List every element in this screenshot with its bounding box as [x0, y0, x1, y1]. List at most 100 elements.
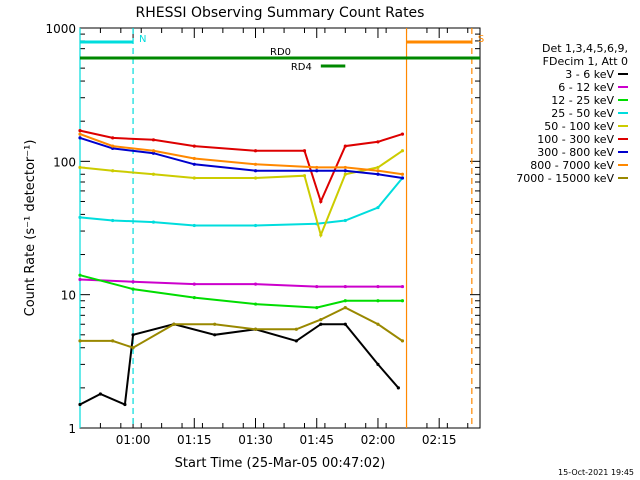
data-point	[78, 402, 82, 407]
data-point	[400, 132, 405, 136]
data-point	[172, 322, 176, 326]
data-point	[376, 299, 380, 303]
data-point	[213, 333, 217, 337]
data-point	[343, 284, 347, 289]
data-point	[315, 169, 319, 173]
x-tick-label: 01:30	[238, 433, 273, 447]
x-tick-label: 02:15	[422, 433, 457, 447]
data-point	[343, 144, 347, 148]
data-point	[111, 146, 115, 151]
data-point	[111, 339, 115, 343]
data-point	[400, 172, 405, 176]
data-point	[151, 151, 156, 155]
data-point	[131, 280, 135, 284]
data-point	[376, 284, 380, 289]
data-point	[343, 305, 347, 310]
legend-entry: 6 - 12 keV	[558, 81, 614, 94]
y-tick-label: 10	[61, 289, 76, 303]
data-point	[396, 386, 400, 390]
data-point	[78, 215, 82, 219]
data-point	[302, 174, 307, 178]
data-point	[253, 223, 258, 228]
data-point	[111, 144, 115, 148]
series-layer	[78, 129, 405, 407]
data-point	[192, 282, 196, 286]
x-tick-label: 02:00	[361, 433, 396, 447]
data-point	[192, 223, 196, 228]
data-point	[343, 322, 347, 326]
series-line	[80, 306, 403, 349]
series-line	[79, 323, 400, 406]
data-point	[319, 199, 323, 204]
data-point	[253, 302, 258, 306]
data-point	[343, 218, 347, 223]
y-axis-label: Count Rate (s⁻¹ detector⁻¹)	[23, 140, 38, 317]
decim-label: RD4	[291, 62, 312, 73]
data-point	[123, 402, 127, 407]
legend-entry: 25 - 50 keV	[551, 107, 614, 120]
data-point	[400, 284, 405, 289]
data-point	[78, 129, 82, 133]
legend-header: Det 1,3,4,5,6,9,	[542, 42, 628, 55]
data-point	[192, 296, 196, 300]
data-point	[319, 233, 323, 237]
data-point	[131, 333, 135, 337]
data-point	[111, 218, 115, 223]
data-point	[376, 172, 380, 176]
data-point	[78, 132, 82, 136]
data-point	[131, 346, 135, 350]
data-point	[376, 140, 380, 144]
data-point	[151, 172, 156, 176]
legend-entry: 7000 - 15000 keV	[516, 172, 614, 185]
x-tick-label: 01:00	[116, 433, 151, 447]
data-point	[111, 169, 115, 173]
data-point	[192, 162, 196, 166]
data-point	[400, 176, 405, 180]
data-point	[400, 149, 405, 153]
data-point	[253, 176, 258, 180]
data-point	[151, 138, 156, 142]
data-point	[315, 305, 319, 310]
y-tick-label: 1	[68, 422, 76, 436]
data-point	[78, 339, 82, 343]
legend-entry: 50 - 100 keV	[544, 120, 614, 133]
data-point	[376, 205, 380, 210]
data-point	[343, 172, 347, 176]
chart-title: RHESSI Observing Summary Count Rates	[136, 5, 425, 21]
data-point	[192, 156, 196, 161]
saa-label: S	[478, 34, 484, 45]
x-tick-label: 01:15	[177, 433, 212, 447]
y-tick-label: 100	[53, 155, 76, 169]
footer-date: 15-Oct-2021 19:45	[558, 468, 634, 477]
data-point	[400, 299, 405, 303]
data-point	[343, 299, 347, 303]
data-point	[131, 287, 135, 291]
series-line	[79, 274, 403, 309]
series-line	[79, 278, 403, 288]
legend-header: FDecim 1, Att 0	[543, 55, 628, 68]
data-point	[253, 327, 258, 331]
legend-entry: 100 - 300 keV	[537, 133, 614, 146]
data-point	[151, 220, 156, 224]
night-label: N	[139, 34, 146, 45]
data-point	[376, 169, 380, 173]
legend-entry: 3 - 6 keV	[565, 68, 614, 81]
data-point	[253, 169, 258, 173]
legend-entry: 800 - 7000 keV	[530, 159, 614, 172]
data-point	[192, 176, 196, 180]
data-point	[151, 149, 156, 153]
data-point	[111, 136, 115, 140]
data-point	[192, 144, 196, 148]
data-point	[253, 162, 258, 166]
data-point	[78, 165, 82, 170]
data-point	[294, 327, 298, 331]
x-axis-label: Start Time (25-Mar-05 00:47:02)	[175, 456, 386, 471]
data-point	[98, 392, 103, 396]
x-tick-label: 01:45	[299, 433, 334, 447]
data-point	[400, 339, 405, 343]
series-line	[79, 129, 403, 205]
data-point	[343, 165, 347, 170]
data-point	[78, 273, 82, 277]
